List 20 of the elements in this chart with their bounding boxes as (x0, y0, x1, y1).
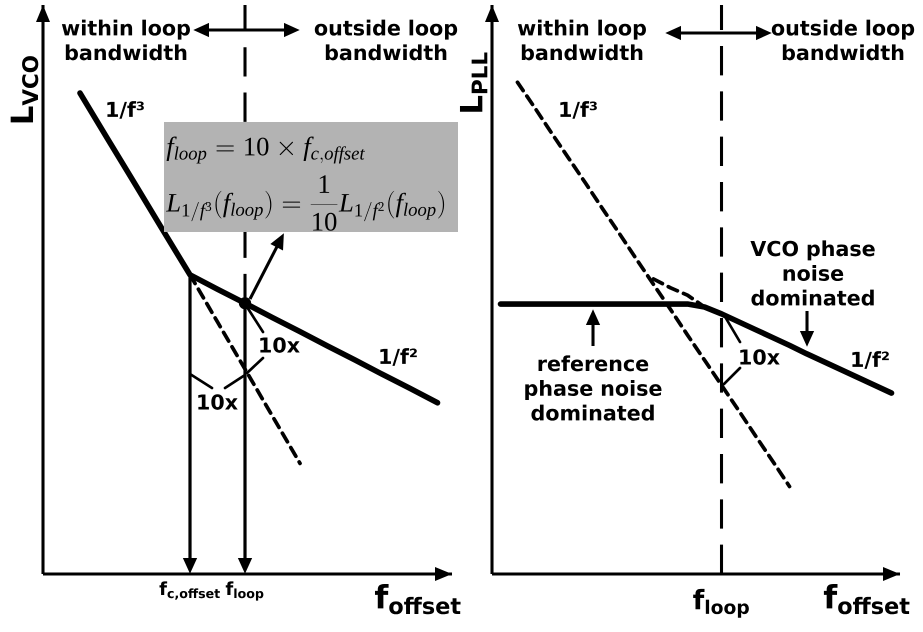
annotation: reference phase noise dominated (525, 355, 662, 421)
annotation: 1/f³ (107, 101, 144, 119)
annotation: 10x (740, 349, 780, 365)
y-axis-title: L$_{VCO}$ (10, 56, 38, 122)
x-axis-title: f$_{offset}$ (374, 584, 461, 614)
x-tick-label: f$_{c,offset}$ (160, 581, 220, 600)
annotation: $f_{loop}=10\times f_{c,offset}$ (166, 136, 366, 164)
annotation: 1/f³ (560, 101, 597, 119)
annotation: 1/f² (852, 351, 889, 369)
text: within loop bandwidth (62, 20, 190, 60)
annotation: 1/f² (380, 348, 417, 366)
annotation: $L_{1/f^{3}}(f_{loop})=\frac{1}{10}L_{1/f^{2}}(f_{loop})$ (166, 175, 444, 231)
text: outside loop bandwidth (772, 20, 914, 60)
annotation: 10x (260, 337, 300, 353)
annotation: 10x (198, 394, 238, 410)
x-axis-title: f$_{offset}$ (824, 584, 910, 614)
annotation: VCO phase noise dominated (750, 240, 875, 306)
text: within loop bandwidth (518, 20, 646, 60)
text: outside loop bandwidth (314, 20, 458, 60)
y-axis-title: L$_{PLL}$ (460, 52, 488, 112)
